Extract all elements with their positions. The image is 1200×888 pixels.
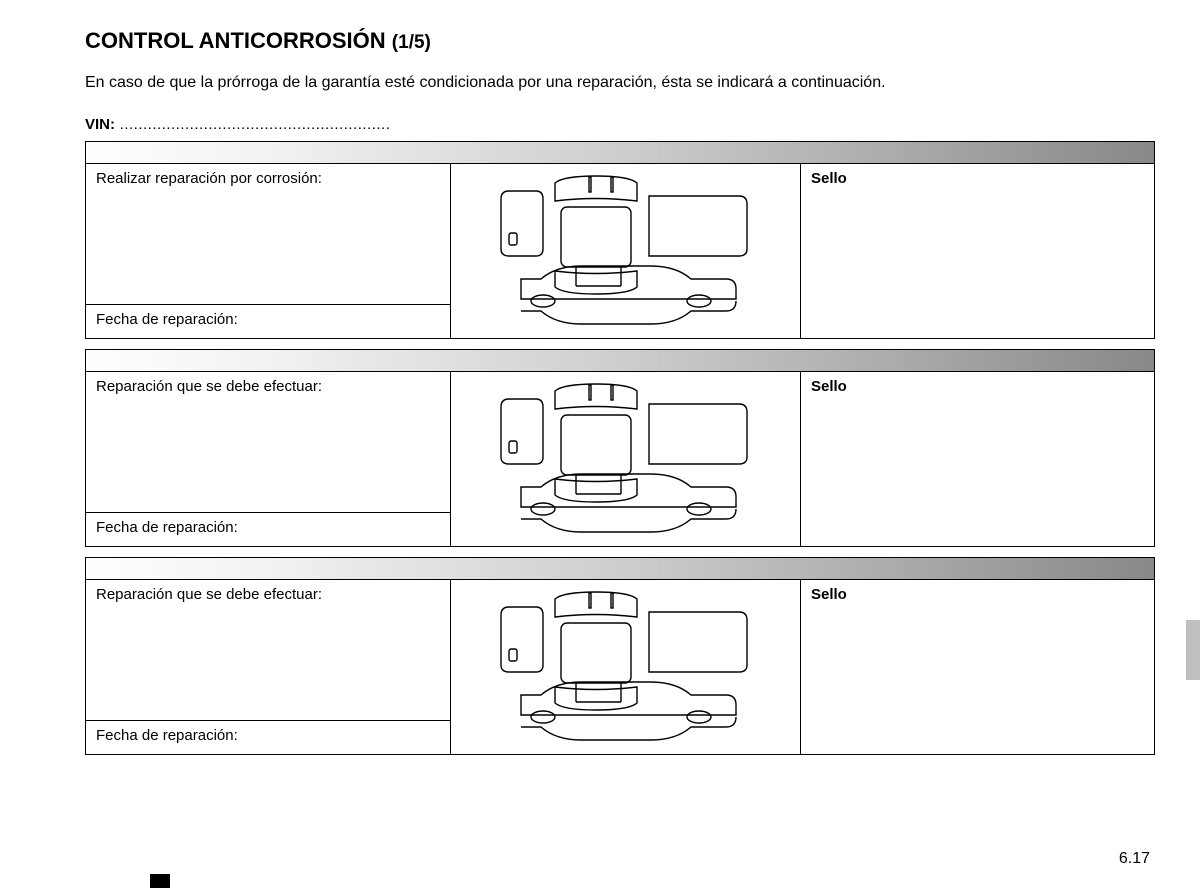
- section-row: Reparación que se debe efectuar: Fecha d…: [86, 372, 1154, 546]
- col-diagram: [451, 580, 801, 754]
- col-diagram: [451, 164, 801, 338]
- gradient-bar: [86, 142, 1154, 164]
- manual-page: CONTROL ANTICORROSIÓN (1/5) En caso de q…: [0, 0, 1200, 888]
- section-row: Realizar reparación por corrosión: Fecha…: [86, 164, 1154, 338]
- title-suffix: (1/5): [392, 32, 431, 53]
- gradient-bar: [86, 350, 1154, 372]
- print-mark: [150, 874, 170, 888]
- repair-label: Reparación que se debe efectuar:: [86, 580, 450, 720]
- stamp-label: Sello: [801, 580, 1154, 754]
- vin-line: VIN: ...................................…: [85, 116, 1155, 133]
- service-section: Realizar reparación por corrosión: Fecha…: [85, 141, 1155, 339]
- date-label: Fecha de reparación:: [86, 512, 450, 546]
- service-section: Reparación que se debe efectuar: Fecha d…: [85, 349, 1155, 547]
- car-exploded-icon: [481, 587, 771, 747]
- col-left: Reparación que se debe efectuar: Fecha d…: [86, 580, 451, 754]
- date-label: Fecha de reparación:: [86, 304, 450, 338]
- stamp-label: Sello: [801, 372, 1154, 546]
- col-left: Reparación que se debe efectuar: Fecha d…: [86, 372, 451, 546]
- repair-label: Reparación que se debe efectuar:: [86, 372, 450, 512]
- intro-text: En caso de que la prórroga de la garantí…: [85, 74, 1155, 92]
- thumb-tab: [1186, 620, 1200, 680]
- car-exploded-icon: [481, 379, 771, 539]
- car-exploded-icon: [481, 171, 771, 331]
- service-section: Reparación que se debe efectuar: Fecha d…: [85, 557, 1155, 755]
- title-main: CONTROL ANTICORROSIÓN: [85, 28, 386, 53]
- gradient-bar: [86, 558, 1154, 580]
- page-title: CONTROL ANTICORROSIÓN (1/5): [85, 28, 1155, 54]
- page-number: 6.17: [1119, 850, 1150, 868]
- date-label: Fecha de reparación:: [86, 720, 450, 754]
- col-left: Realizar reparación por corrosión: Fecha…: [86, 164, 451, 338]
- col-diagram: [451, 372, 801, 546]
- section-row: Reparación que se debe efectuar: Fecha d…: [86, 580, 1154, 754]
- repair-label: Realizar reparación por corrosión:: [86, 164, 450, 304]
- vin-dots: ........................................…: [115, 116, 390, 133]
- vin-label: VIN:: [85, 116, 115, 133]
- stamp-label: Sello: [801, 164, 1154, 338]
